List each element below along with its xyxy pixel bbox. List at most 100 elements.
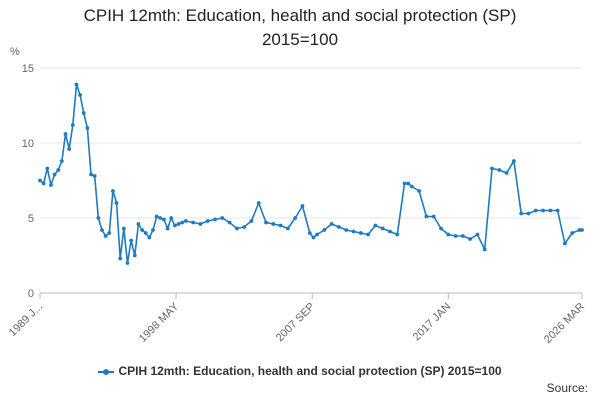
- data-point: [41, 181, 46, 186]
- data-point: [249, 219, 254, 223]
- data-point: [497, 168, 502, 172]
- x-tick-label-4: 2026 MAR: [542, 301, 587, 346]
- data-point: [198, 222, 203, 226]
- data-point: [329, 222, 334, 226]
- data-point: [129, 238, 134, 243]
- data-point: [147, 235, 152, 240]
- data-point: [460, 234, 465, 238]
- data-point: [89, 172, 93, 177]
- data-point: [169, 216, 174, 220]
- data-point: [533, 208, 538, 213]
- data-point: [446, 232, 451, 237]
- legend-label: CPIH 12mth: Education, health and social…: [118, 364, 502, 378]
- data-point: [431, 214, 436, 219]
- y-tick-label-0: 0: [28, 288, 34, 300]
- data-point: [176, 222, 181, 226]
- data-point: [475, 232, 480, 237]
- data-point: [541, 208, 545, 213]
- data-point: [213, 217, 217, 222]
- data-point: [162, 217, 166, 222]
- data-point: [114, 201, 119, 205]
- data-point: [111, 189, 115, 193]
- x-tick-label-2: 2007 SEP: [274, 301, 318, 345]
- chart-title-line2: 2015=100: [261, 30, 339, 49]
- data-point: [118, 256, 123, 261]
- data-point: [555, 208, 560, 213]
- data-point: [227, 220, 232, 225]
- data-point: [293, 216, 298, 220]
- chart-title: CPIH 12mth: Education, health and social…: [0, 4, 600, 52]
- data-point: [439, 226, 443, 231]
- data-point: [172, 223, 177, 228]
- data-point: [38, 178, 42, 183]
- data-point: [121, 226, 126, 231]
- data-point: [351, 229, 356, 234]
- data-point: [519, 211, 524, 216]
- data-point: [70, 123, 75, 127]
- y-axis-unit-label: %: [10, 46, 20, 58]
- data-point: [158, 216, 163, 220]
- data-point: [264, 220, 268, 225]
- data-point: [100, 228, 104, 232]
- data-point: [154, 214, 159, 219]
- chart-title-line1: CPIH 12mth: Education, health and social…: [83, 6, 517, 25]
- data-point: [256, 201, 261, 205]
- y-tick-label-10: 10: [22, 138, 34, 150]
- data-point: [136, 222, 141, 226]
- gridlines: [40, 67, 582, 294]
- series-group: [38, 82, 584, 265]
- data-point: [59, 159, 64, 163]
- data-point: [417, 189, 422, 193]
- data-point: [52, 172, 57, 177]
- data-point: [504, 171, 509, 175]
- y-axis-ticks: 0 5 10 15: [22, 63, 34, 300]
- data-point: [548, 208, 553, 213]
- x-tick-label-0: 1989 J...: [7, 301, 45, 339]
- legend-swatch-icon: [98, 367, 115, 377]
- data-point: [271, 222, 276, 226]
- data-point: [409, 184, 414, 189]
- data-point: [311, 235, 316, 240]
- data-point: [191, 220, 196, 225]
- data-point: [103, 234, 108, 238]
- data-point: [132, 253, 137, 258]
- data-point: [366, 232, 370, 237]
- data-point: [402, 181, 407, 186]
- legend[interactable]: CPIH 12mth: Education, health and social…: [0, 364, 600, 378]
- data-point: [140, 228, 144, 232]
- data-point: [165, 226, 170, 231]
- data-point: [526, 211, 531, 216]
- data-point: [74, 82, 79, 87]
- data-point: [220, 216, 225, 220]
- data-point: [563, 241, 567, 246]
- x-tick-label-1: 1998 MAY: [137, 300, 182, 345]
- data-point: [307, 231, 312, 235]
- y-tick-label-15: 15: [22, 63, 34, 75]
- data-point: [468, 237, 473, 241]
- data-point: [205, 219, 210, 223]
- data-point: [180, 220, 185, 225]
- data-point: [278, 223, 283, 228]
- data-point: [388, 229, 392, 234]
- data-point: [151, 228, 155, 232]
- data-point: [570, 231, 575, 235]
- data-point: [63, 132, 68, 136]
- data-point: [49, 183, 53, 187]
- data-point: [424, 214, 429, 219]
- data-point: [96, 216, 101, 220]
- data-point: [344, 228, 349, 232]
- data-point: [300, 204, 305, 208]
- data-point: [358, 231, 363, 235]
- data-point: [482, 247, 487, 252]
- source-label: Source:: [546, 381, 588, 395]
- series-line: [39, 83, 582, 264]
- data-point: [92, 174, 97, 178]
- data-point: [125, 261, 130, 265]
- data-point: [490, 166, 494, 171]
- data-point: [45, 166, 50, 171]
- data-point: [285, 226, 290, 231]
- data-point: [322, 228, 327, 232]
- data-point: [337, 225, 341, 229]
- data-point: [315, 232, 319, 237]
